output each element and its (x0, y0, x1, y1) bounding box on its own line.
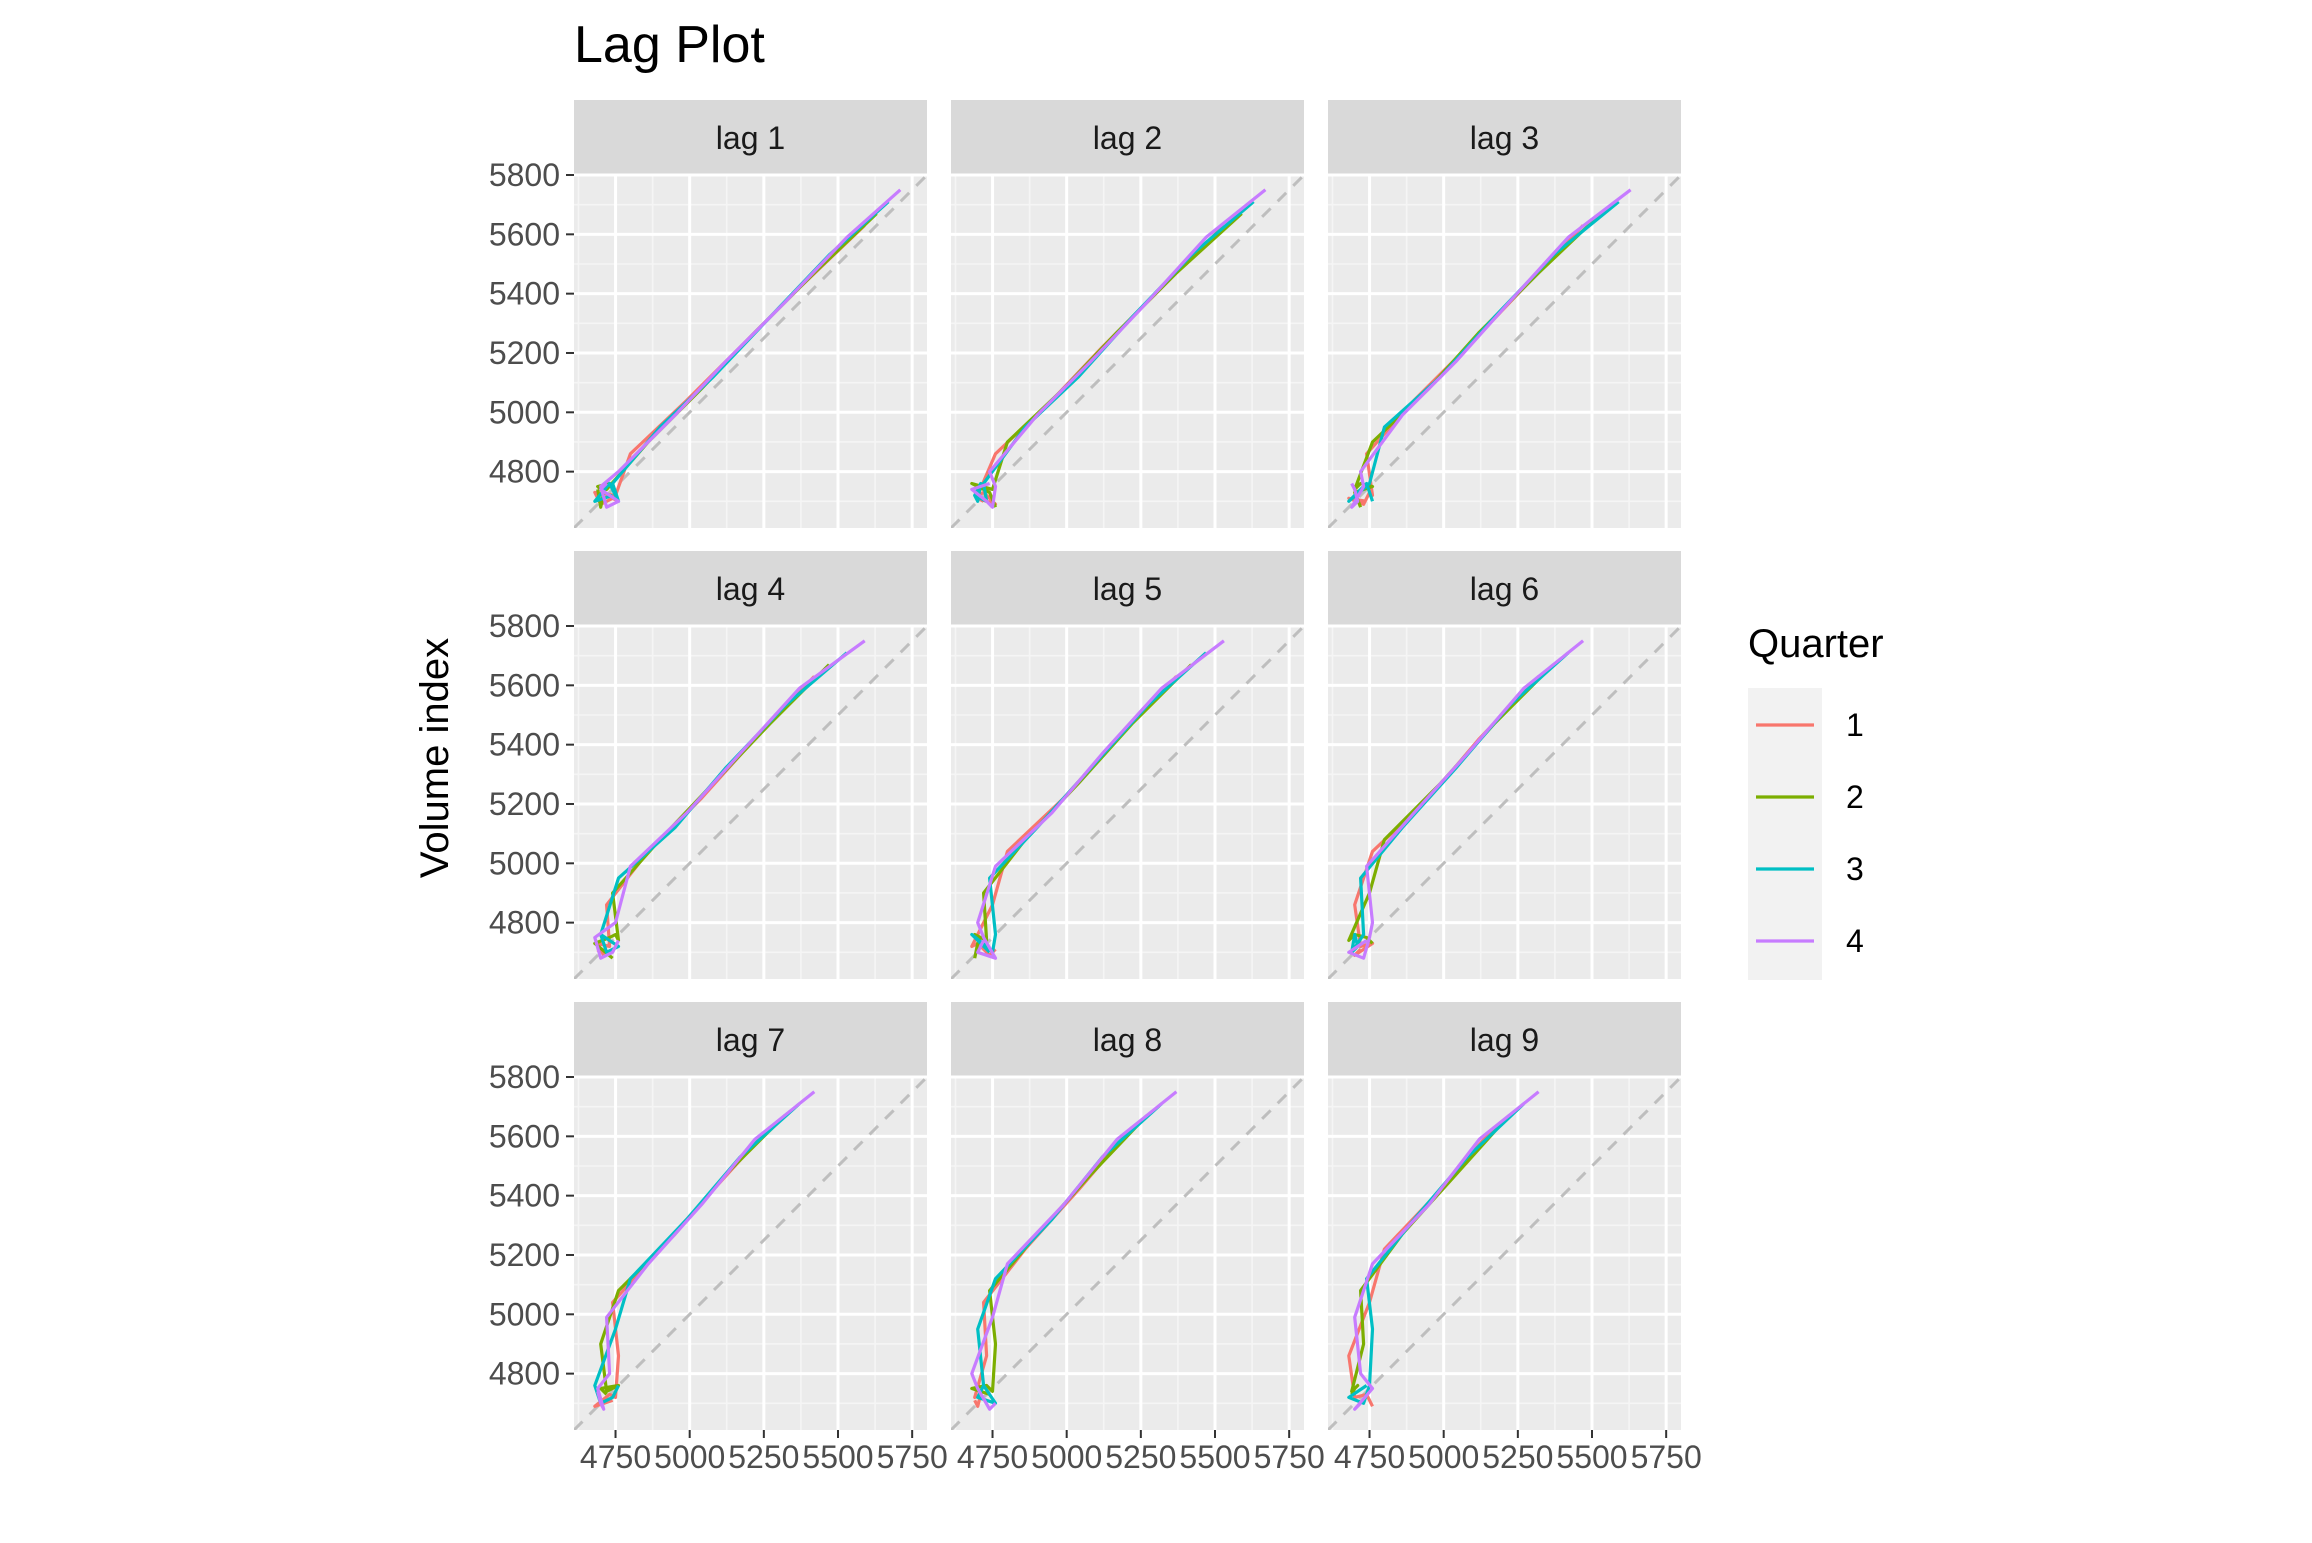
x-tick-label: 5250 (1482, 1439, 1553, 1475)
y-tick-label: 4800 (489, 454, 560, 490)
identity-reference-line (1328, 626, 1681, 979)
facet-strip-label: lag 1 (716, 120, 785, 156)
x-tick-label: 5500 (1556, 1439, 1627, 1475)
y-tick-label: 5600 (489, 667, 560, 703)
x-tick-label: 5500 (802, 1439, 873, 1475)
x-tick-label: 5250 (728, 1439, 799, 1475)
facet-strip-label: lag 9 (1470, 1022, 1539, 1058)
y-tick-label: 5200 (489, 786, 560, 822)
y-tick-label: 5600 (489, 216, 560, 252)
y-axis-title: Volume index (413, 638, 457, 878)
facet-strip (951, 100, 1304, 175)
series-line-quarter-4 (970, 1090, 1178, 1411)
series-line-quarter-4 (596, 1090, 816, 1411)
y-tick-label: 4800 (489, 905, 560, 941)
identity-reference-line (1328, 1077, 1681, 1430)
facet-strip (1328, 1002, 1681, 1077)
y-tick-label: 5400 (489, 727, 560, 763)
series-line-quarter-4 (976, 639, 1225, 960)
y-tick-label: 5000 (489, 394, 560, 430)
y-tick-label: 5000 (489, 845, 560, 881)
series-line-quarter-4 (1353, 1090, 1540, 1411)
panel-lag-6: lag 6 (1328, 551, 1681, 979)
legend-key-background (1748, 688, 1822, 980)
y-tick-label: 5400 (489, 1178, 560, 1214)
y-tick-label: 5200 (489, 335, 560, 371)
legend-label: 3 (1846, 851, 1864, 887)
facet-strip-label: lag 8 (1093, 1022, 1162, 1058)
y-tick-label: 5600 (489, 1118, 560, 1154)
x-tick-label: 5250 (1105, 1439, 1176, 1475)
facet-strip (1328, 551, 1681, 626)
identity-reference-line (574, 1077, 927, 1430)
identity-reference-line (1328, 175, 1681, 528)
legend-label: 2 (1846, 779, 1864, 815)
panel-lag-5: lag 5 (951, 551, 1304, 979)
facet-strip (574, 1002, 927, 1077)
x-tick-label: 5000 (1031, 1439, 1102, 1475)
facet-strip-label: lag 7 (716, 1022, 785, 1058)
x-tick-label: 5750 (1254, 1439, 1325, 1475)
facet-strip-label: lag 3 (1470, 120, 1539, 156)
identity-reference-line (951, 1077, 1304, 1430)
legend-label: 4 (1846, 923, 1864, 959)
y-tick-label: 5800 (489, 608, 560, 644)
facet-strip-label: lag 6 (1470, 571, 1539, 607)
facet-strip (1328, 100, 1681, 175)
legend-title: Quarter (1748, 622, 1884, 666)
panel-lag-8: lag 8 4750 5000 5250 5500 5750 (951, 1002, 1325, 1475)
series-line-quarter-4 (1347, 639, 1585, 960)
series-line-quarter-4 (599, 188, 902, 509)
panel-lag-2: lag 2 (951, 100, 1304, 528)
facet-strip-label: lag 2 (1093, 120, 1162, 156)
facet-strip (951, 1002, 1304, 1077)
y-tick-label: 5800 (489, 1059, 560, 1095)
series-line-quarter-4 (593, 639, 866, 960)
x-tick-label: 5750 (1631, 1439, 1702, 1475)
x-tick-label: 5750 (877, 1439, 948, 1475)
panel-lag-3: lag 3 (1328, 100, 1681, 528)
y-tick-label: 5200 (489, 1237, 560, 1273)
identity-reference-line (574, 175, 927, 528)
x-tick-label: 5000 (1408, 1439, 1479, 1475)
panel-lag-1: lag 1 4800 5000 5200 5400 5600 5800 (489, 100, 927, 528)
identity-reference-line (951, 626, 1304, 979)
y-tick-label: 5800 (489, 157, 560, 193)
x-tick-label: 4750 (580, 1439, 651, 1475)
chart-title: Lag Plot (574, 16, 765, 74)
legend: Quarter 1 2 3 4 (1748, 622, 1884, 980)
legend-label: 1 (1846, 707, 1864, 743)
x-tick-label: 4750 (1334, 1439, 1405, 1475)
y-tick-label: 5400 (489, 276, 560, 312)
series-line-quarter-4 (1350, 188, 1632, 509)
identity-reference-line (951, 175, 1304, 528)
facet-strip (574, 551, 927, 626)
identity-reference-line (574, 626, 927, 979)
facet-panels: lag 1 4800 5000 5200 5400 5600 5800 lag 2 lag 3 l… (489, 100, 1702, 1475)
panel-lag-9: lag 9 4750 5000 5250 5500 5750 (1328, 1002, 1702, 1475)
panel-lag-4: lag 4 4800 5000 5200 5400 5600 5800 (489, 551, 927, 979)
facet-strip-label: lag 5 (1093, 571, 1162, 607)
x-tick-label: 5500 (1179, 1439, 1250, 1475)
facet-strip-label: lag 4 (716, 571, 785, 607)
x-tick-label: 5000 (654, 1439, 725, 1475)
facet-strip (951, 551, 1304, 626)
series-line-quarter-4 (970, 188, 1267, 509)
x-tick-label: 4750 (957, 1439, 1028, 1475)
y-tick-label: 4800 (489, 1356, 560, 1392)
facet-strip (574, 100, 927, 175)
y-tick-label: 5000 (489, 1296, 560, 1332)
